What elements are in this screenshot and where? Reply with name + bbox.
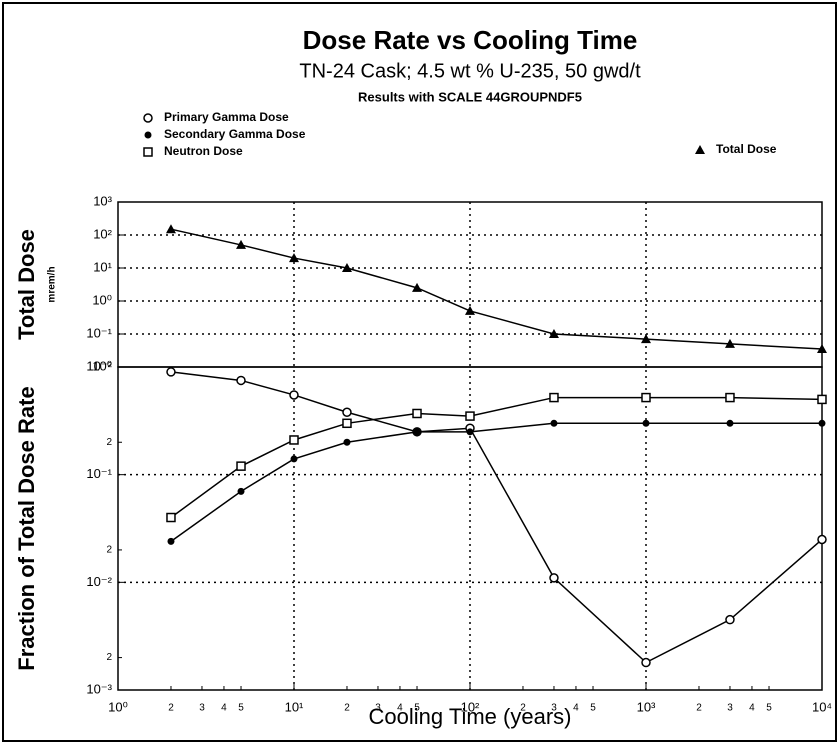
x-tick-label: 4 <box>397 703 403 714</box>
x-tick-label: 5 <box>766 703 772 714</box>
x-tick-label: 10¹ <box>285 699 304 714</box>
marker <box>289 390 299 400</box>
marker <box>290 455 298 463</box>
y-tick-label: 10⁻³ <box>86 681 112 696</box>
legend-marker <box>143 147 153 157</box>
y-tick-label: 10⁰ <box>92 292 112 307</box>
marker <box>817 344 827 354</box>
marker <box>550 419 558 427</box>
x-tick-label: 4 <box>573 703 579 714</box>
y-tick-label: 2 <box>106 545 112 556</box>
y-axis-label: Fraction of Total Dose Rate <box>14 386 39 670</box>
marker <box>342 407 352 417</box>
x-tick-label: 3 <box>551 703 557 714</box>
marker <box>466 428 474 436</box>
marker <box>289 435 299 445</box>
x-tick-label: 2 <box>344 703 350 714</box>
y-tick-label: 10² <box>93 226 112 241</box>
marker <box>412 408 422 419</box>
x-tick-label: 3 <box>375 703 381 714</box>
legend-label: Neutron Dose <box>164 144 243 158</box>
x-axis-label: Cooling Time (years) <box>369 704 572 729</box>
annotation: Results with SCALE 44GROUPNDF5 <box>358 89 582 104</box>
x-tick-label: 4 <box>221 703 227 714</box>
legend-label: Secondary Gamma Dose <box>164 127 306 141</box>
series-line <box>170 396 823 519</box>
marker <box>236 375 246 386</box>
marker <box>641 392 651 403</box>
series-line <box>170 228 823 350</box>
y-tick-label: 2 <box>106 652 112 663</box>
marker <box>549 392 559 403</box>
marker <box>724 338 735 348</box>
x-tick-label: 5 <box>590 703 596 714</box>
y-tick-label: 10⁰ <box>92 358 112 373</box>
marker <box>641 657 651 668</box>
marker <box>413 428 421 436</box>
marker <box>343 438 351 446</box>
legend-label: Total Dose <box>716 142 777 156</box>
marker <box>166 367 176 377</box>
marker <box>341 263 352 272</box>
x-tick-label: 5 <box>414 703 420 714</box>
x-tick-label: 10⁴ <box>812 699 832 714</box>
marker <box>817 534 827 545</box>
y-tick-label: 2 <box>106 437 112 448</box>
marker <box>342 418 352 429</box>
y-tick-label: 10⁻¹ <box>86 325 112 340</box>
chart-subtitle: TN-24 Cask; 4.5 wt % U-235, 50 gwd/t <box>299 60 641 82</box>
marker <box>166 512 176 523</box>
marker <box>725 614 735 625</box>
legend-label: Primary Gamma Dose <box>164 110 289 124</box>
x-tick-label: 2 <box>696 703 702 714</box>
marker <box>236 239 247 249</box>
marker <box>465 411 475 421</box>
series-line <box>170 371 823 664</box>
marker <box>642 419 650 427</box>
x-tick-label: 5 <box>238 703 244 714</box>
y-tick-label: 10⁻² <box>86 358 112 373</box>
series-line <box>170 422 822 543</box>
y-tick-label: 10³ <box>93 193 112 208</box>
x-tick-label: 10³ <box>637 699 656 714</box>
marker <box>817 394 827 405</box>
marker <box>641 334 651 344</box>
marker <box>725 392 735 403</box>
y-tick-label: 10¹ <box>93 259 112 274</box>
marker <box>549 573 559 583</box>
legend-marker <box>143 113 153 123</box>
y-tick-label: 10⁻² <box>86 574 112 589</box>
x-tick-label: 10⁰ <box>108 699 128 714</box>
legend-marker <box>695 145 705 154</box>
x-tick-label: 4 <box>749 703 755 714</box>
marker <box>167 537 175 545</box>
x-tick-label: 10² <box>461 699 480 714</box>
marker <box>237 487 245 495</box>
chart-title: Dose Rate vs Cooling Time <box>303 25 638 55</box>
marker <box>818 419 826 427</box>
marker <box>726 419 734 427</box>
marker <box>548 329 559 338</box>
x-tick-label: 2 <box>520 703 526 714</box>
legend-marker <box>144 131 152 139</box>
marker <box>165 224 176 234</box>
marker <box>412 282 423 292</box>
x-tick-label: 2 <box>168 703 174 714</box>
y-axis-label: Total Dose <box>14 229 39 340</box>
marker <box>236 461 246 471</box>
y-tick-label: 10⁻¹ <box>86 466 112 481</box>
y-axis-unit: mrem/h <box>47 266 58 302</box>
x-tick-label: 3 <box>199 703 205 714</box>
x-tick-label: 3 <box>727 703 733 714</box>
